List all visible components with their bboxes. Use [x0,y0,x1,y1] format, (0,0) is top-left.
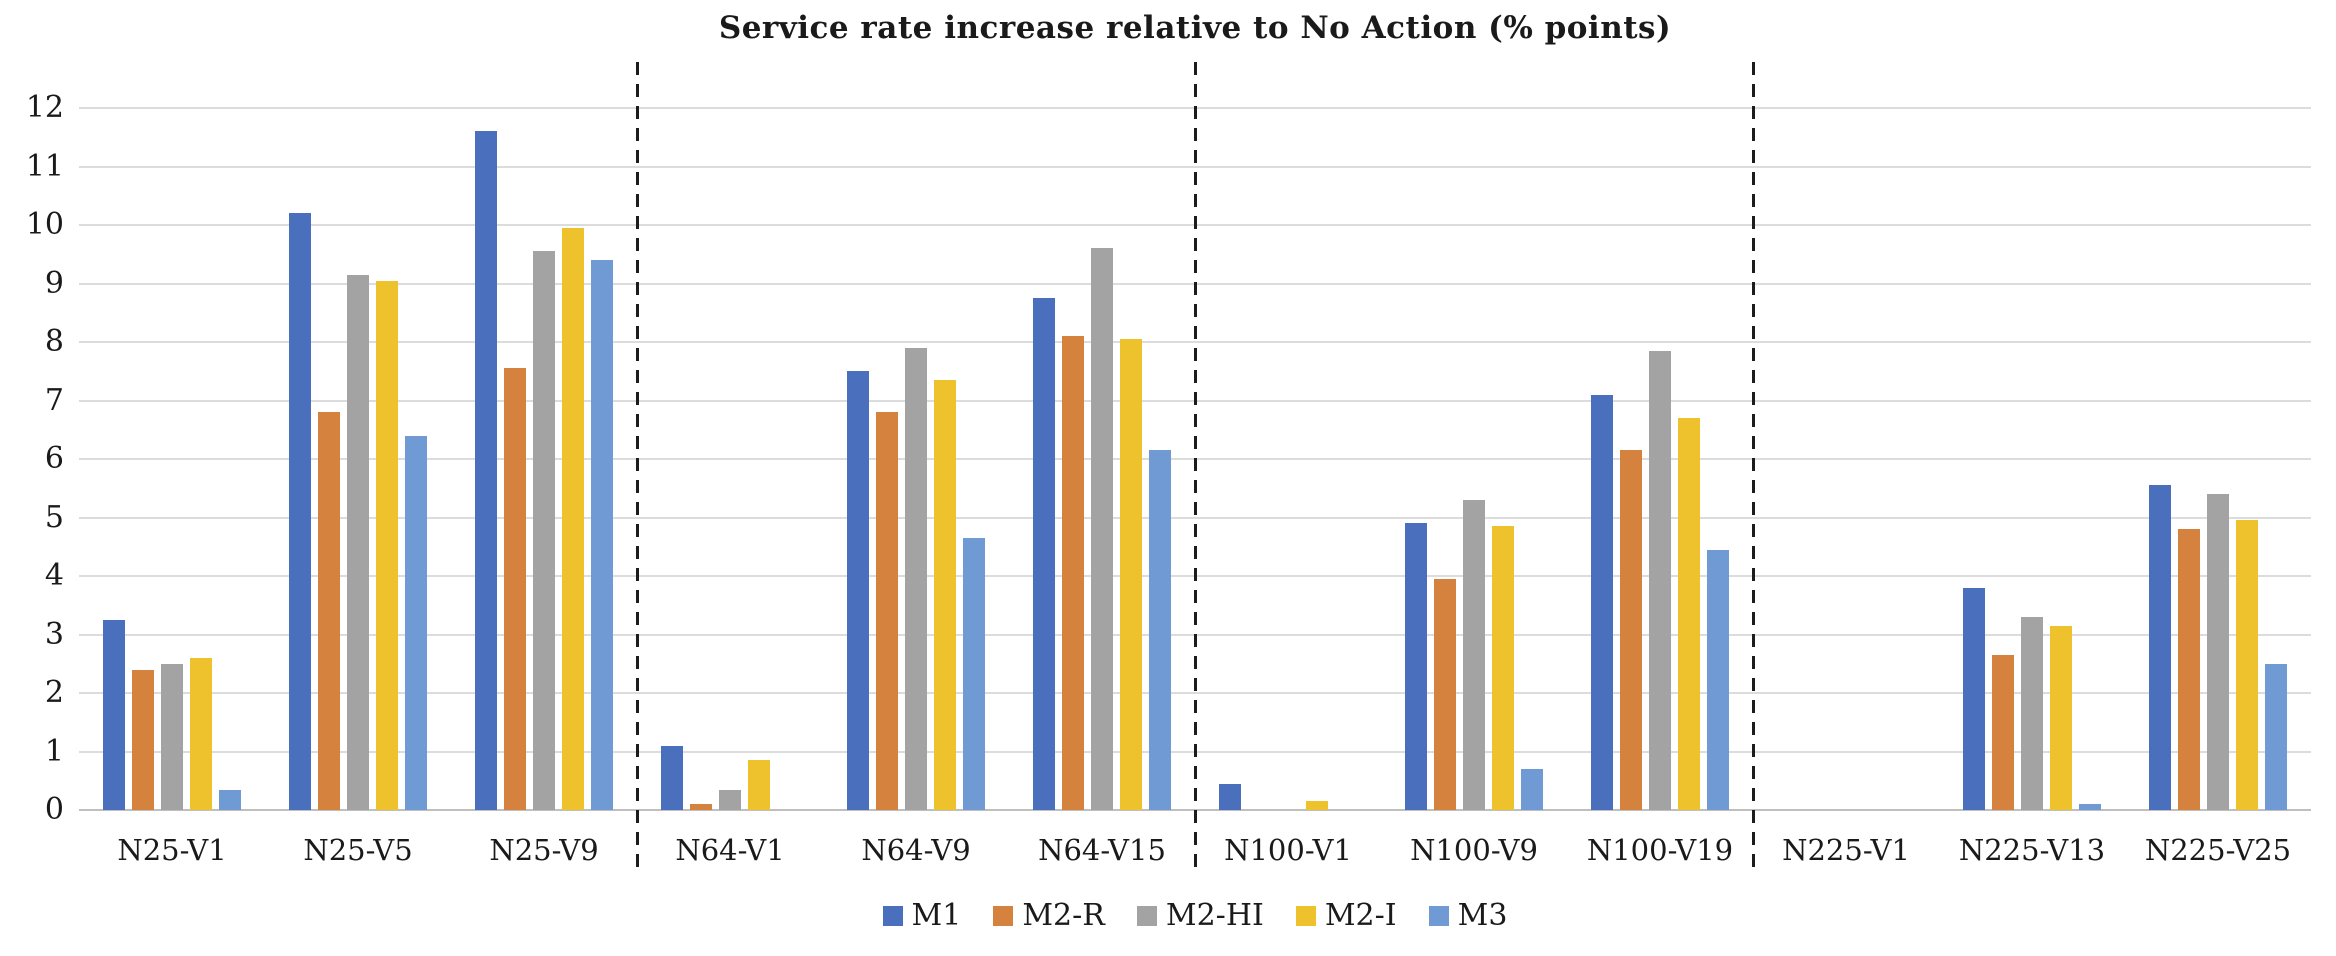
legend: M1 M2-R M2-HI M2-I M3 [79,895,2311,937]
x-axis-label-n100-v19: N100-V19 [1586,833,1734,867]
bar-m3-n64-v15 [1149,450,1171,810]
y-tick-label: 12 [25,90,64,125]
bar-m1-n100-v1 [1219,784,1241,810]
bar-m3-n225-v13 [2079,804,2101,810]
bar-m2-r-n225-v13 [1992,655,2014,810]
bar-m2-hi-n225-v25 [2207,494,2229,810]
legend-item-m2-hi: M2-HI [1136,898,1264,934]
bar-m2-r-n25-v1 [132,670,154,810]
legend-label: M3 [1457,898,1508,933]
x-axis-label-n25-v9: N25-V9 [489,833,599,867]
bar-m3-n25-v1 [219,790,241,810]
bar-m3-n25-v5 [405,436,427,810]
bar-m2-i-n25-v5 [376,281,398,810]
bar-m2-hi-n100-v19 [1649,351,1671,810]
bar-m2-i-n225-v13 [2050,626,2072,810]
y-tick-label: 8 [44,324,64,359]
bar-m1-n225-v13 [1963,588,1985,810]
bar-m2-r-n225-v25 [2178,529,2200,810]
bar-m2-r-n100-v19 [1620,450,1642,810]
bar-m2-r-n25-v5 [318,412,340,810]
y-tick-label: 3 [44,616,64,652]
bar-m1-n64-v15 [1033,298,1055,810]
bar-m2-r-n64-v9 [876,412,898,810]
bar-m2-hi-n64-v9 [905,348,927,810]
legend-swatch-m3 [1428,906,1449,926]
bar-m2-hi-n25-v9 [533,251,555,810]
bar-m2-r-n64-v1 [690,804,712,810]
y-tick-label: 6 [44,441,64,476]
legend-swatch-m1 [882,906,903,926]
chart-title: Service rate increase relative to No Act… [718,10,1672,46]
legend-label: M1 [911,898,962,933]
y-tick-label: 2 [44,675,64,710]
group-separator [1194,62,1197,868]
bar-m3-n100-v19 [1707,550,1729,810]
x-axis-label-n225-v13: N225-V13 [1958,833,2106,867]
bar-m2-i-n64-v15 [1120,339,1142,810]
bar-m2-i-n100-v1 [1306,801,1328,810]
y-tick-label: 4 [44,558,64,593]
bar-m3-n64-v9 [963,538,985,810]
x-axis-label-n64-v15: N64-V15 [1038,833,1166,867]
bar-m1-n225-v25 [2149,485,2171,810]
legend-label: M2-I [1324,898,1397,933]
x-axis-label-n64-v1: N64-V1 [675,833,785,867]
legend-label: M2-HI [1165,898,1264,933]
x-axis-label-n25-v5: N25-V5 [303,833,413,867]
bar-m2-i-n100-v19 [1678,418,1700,810]
x-axis-label-n100-v1: N100-V1 [1224,833,1352,867]
bar-m1-n100-v9 [1405,523,1427,810]
bar-m2-hi-n25-v5 [347,275,369,810]
bar-m2-i-n64-v1 [748,760,770,810]
bar-m1-n25-v1 [103,620,125,810]
bar-m2-r-n25-v9 [504,368,526,810]
legend-label: M2-R [1022,898,1105,933]
bar-m1-n64-v9 [847,371,869,810]
bar-m3-n100-v9 [1521,769,1543,810]
bar-m2-i-n25-v9 [562,228,584,810]
legend-item-m1: M1 [882,898,962,934]
legend-swatch-m2-i [1295,906,1316,926]
y-tick-label: 1 [44,733,64,769]
bar-m2-hi-n64-v15 [1091,248,1113,810]
bar-m2-i-n64-v9 [934,380,956,810]
legend-item-m2-r: M2-R [993,898,1105,934]
bar-m1-n100-v19 [1591,395,1613,810]
bar-m2-i-n225-v25 [2236,520,2258,810]
legend-item-m3: M3 [1428,898,1508,934]
y-tick-label: 5 [44,499,64,535]
legend-item-m2-i: M2-I [1295,898,1397,934]
bar-m1-n25-v5 [289,213,311,810]
bar-m2-hi-n225-v13 [2021,617,2043,810]
y-tick-label: 10 [25,207,64,242]
bar-m1-n64-v1 [661,746,683,810]
bar-m2-hi-n25-v1 [161,664,183,810]
bar-m3-n225-v25 [2265,664,2287,810]
bar-m3-n25-v9 [591,260,613,810]
x-axis-label-n225-v1: N225-V1 [1782,833,1910,867]
x-axis-label-n25-v1: N25-V1 [117,833,227,867]
y-tick-label: 7 [44,382,64,418]
y-tick-label: 11 [25,148,64,184]
legend-swatch-m2-hi [1136,906,1157,926]
x-axis-label-n225-v25: N225-V25 [2144,833,2292,867]
x-axis-label-n64-v9: N64-V9 [861,833,971,867]
bar-m2-hi-n100-v9 [1463,500,1485,810]
legend-swatch-m2-r [993,906,1014,926]
bar-m2-i-n25-v1 [190,658,212,810]
group-separator [636,62,639,868]
bar-m2-r-n64-v15 [1062,336,1084,810]
y-tick-label: 9 [44,265,64,301]
y-tick-label: 0 [44,792,64,827]
group-separator [1752,62,1755,868]
bar-m2-r-n100-v9 [1434,579,1456,810]
bar-m2-hi-n64-v1 [719,790,741,810]
x-axis-label-n100-v9: N100-V9 [1410,833,1538,867]
bar-m2-i-n100-v9 [1492,526,1514,810]
bar-m1-n25-v9 [475,131,497,810]
